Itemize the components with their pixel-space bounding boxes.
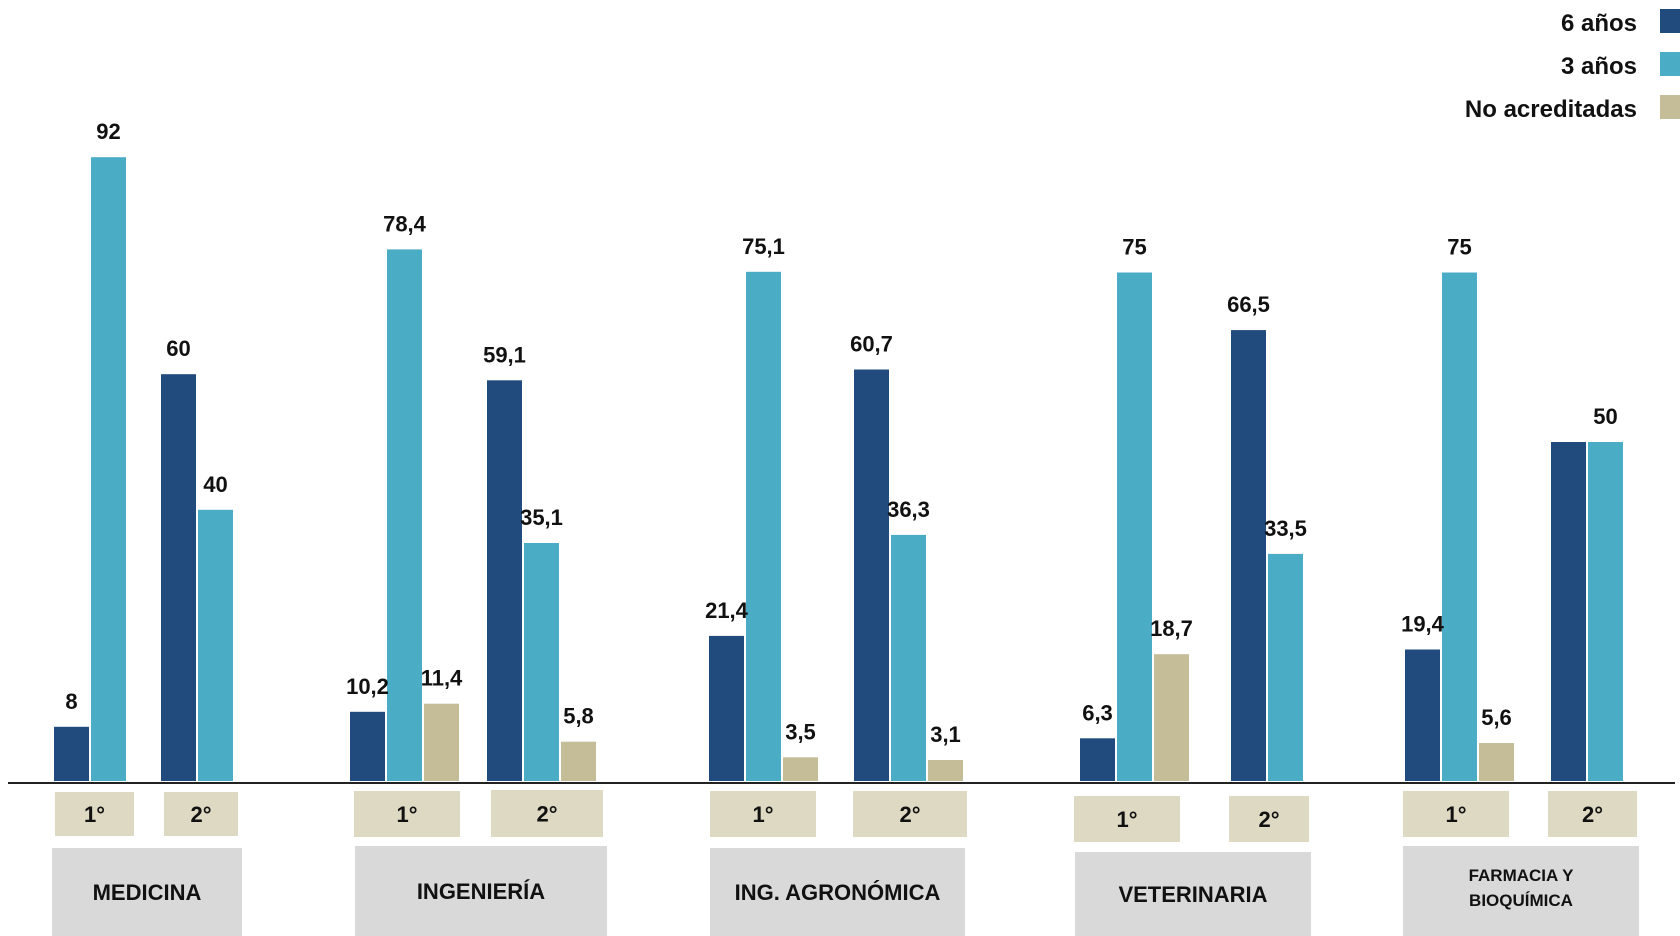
legend: 6 años 3 años No acreditadas (1465, 9, 1680, 123)
bar (1588, 442, 1623, 781)
bar-data-label: 75 (1122, 235, 1146, 260)
period-box (164, 792, 238, 836)
bar (387, 249, 422, 781)
bar-data-label: 5,6 (1481, 705, 1512, 730)
bar (1268, 553, 1303, 781)
period-box (354, 791, 460, 837)
bar (1405, 649, 1440, 781)
legend-label: No acreditadas (1465, 96, 1637, 123)
period-label: 2° (536, 802, 557, 827)
category-label-line: FARMACIA Y (1469, 866, 1575, 885)
period-box (1229, 796, 1309, 842)
bar (161, 374, 196, 781)
bar-data-label: 19,4 (1401, 612, 1445, 637)
bars-layer (54, 157, 1623, 781)
bar (91, 157, 126, 781)
bar (524, 543, 559, 781)
bar (891, 534, 926, 781)
period-label: 1° (1116, 807, 1137, 832)
bar (854, 369, 889, 781)
bar (1154, 654, 1189, 781)
period-label: 1° (752, 802, 773, 827)
bar-data-label: 36,3 (887, 497, 930, 522)
category-label: MEDICINA (93, 880, 202, 905)
period-label: 1° (84, 802, 105, 827)
legend-swatch (1660, 52, 1680, 76)
period-box (1403, 791, 1509, 837)
period-label: 1° (396, 802, 417, 827)
bar (198, 509, 233, 781)
bar (54, 726, 89, 781)
data-labels-layer: 8 92 60 40 10,2 78,4 11,4 59,1 35,1 5,8 21,4 75,1 3,… (65, 119, 1617, 747)
period-box (1074, 796, 1180, 842)
period-label: 2° (1258, 807, 1279, 832)
bar (561, 741, 596, 781)
legend-label: 6 años (1561, 10, 1637, 37)
period-box (55, 792, 134, 836)
bar-data-label: 66,5 (1227, 292, 1270, 317)
category-box (710, 848, 965, 936)
bar-data-label: 33,5 (1264, 516, 1307, 541)
bar (1442, 272, 1477, 781)
bar (1117, 272, 1152, 781)
bar-data-label: 3,1 (930, 722, 961, 747)
bar (1231, 330, 1266, 781)
bar-data-label: 21,4 (705, 598, 749, 623)
bar (1551, 442, 1586, 781)
bar-data-label: 3,5 (785, 719, 816, 744)
period-label: 1° (1445, 802, 1466, 827)
category-box (355, 846, 607, 936)
period-box (491, 790, 603, 837)
bar (709, 635, 744, 781)
bar (746, 271, 781, 781)
category-box (1075, 852, 1311, 936)
period-box (710, 791, 816, 837)
bar-data-label: 35,1 (520, 505, 563, 530)
period-label: 2° (899, 802, 920, 827)
bar-data-label: 40 (203, 472, 227, 497)
bar-data-label: 75,1 (742, 234, 785, 259)
category-label-line: BIOQUÍMICA (1469, 891, 1573, 910)
period-label: 2° (1582, 802, 1603, 827)
bar (1080, 738, 1115, 781)
bar (928, 760, 963, 781)
bar-data-label: 50 (1593, 404, 1617, 429)
bar-data-label: 60,7 (850, 332, 893, 357)
category-box (52, 848, 242, 936)
period-labels-layer: 1° 2° 1° 2° 1° 2° 1° 2° 1° 2° (55, 790, 1637, 842)
category-box (1403, 846, 1639, 936)
bar-data-label: 59,1 (483, 342, 526, 367)
bar-data-label: 75 (1447, 235, 1471, 260)
legend-label: 3 años (1561, 53, 1637, 80)
bar-data-label: 11,4 (421, 666, 463, 691)
bar-data-label: 78,4 (383, 211, 427, 236)
legend-swatch (1660, 95, 1680, 119)
bar-data-label: 60 (166, 336, 190, 361)
bar-data-label: 10,2 (346, 674, 389, 699)
bar-data-label: 18,7 (1150, 616, 1193, 641)
bar-data-label: 8 (65, 689, 77, 714)
bar (1479, 743, 1514, 781)
bar (424, 703, 459, 781)
bar-data-label: 6,3 (1082, 700, 1113, 725)
category-label: INGENIERÍA (417, 879, 545, 904)
bar (487, 380, 522, 781)
category-label: VETERINARIA (1118, 882, 1267, 907)
bar-data-label: 5,8 (563, 704, 594, 729)
period-box (1548, 791, 1637, 837)
bar-data-label: 92 (96, 119, 120, 144)
period-label: 2° (190, 802, 211, 827)
bar (350, 711, 385, 781)
legend-swatch (1660, 9, 1680, 33)
group-labels-layer: MEDICINA INGENIERÍA ING. AGRONÓMICA VETERIN… (52, 846, 1639, 936)
period-box (853, 791, 967, 837)
category-label: ING. AGRONÓMICA (735, 880, 941, 905)
bar (783, 757, 818, 781)
